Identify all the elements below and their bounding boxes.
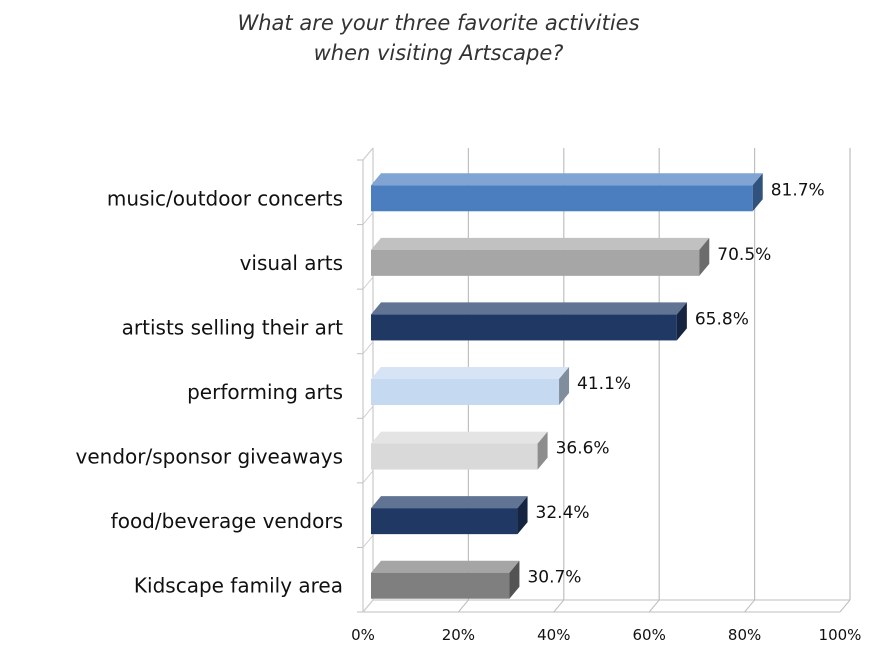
bar	[371, 379, 560, 405]
chart-title-line-1: What are your three favorite activities	[237, 11, 640, 35]
category-label: vendor/sponsor giveaways	[76, 445, 344, 469]
x-tick-label: 20%	[442, 626, 475, 644]
x-floor-tick	[839, 599, 851, 613]
data-label: 70.5%	[717, 245, 771, 265]
bar-end-face	[509, 560, 520, 599]
data-label: 32.4%	[536, 503, 590, 523]
x-tick-label: 60%	[633, 626, 666, 644]
category-label: performing arts	[187, 380, 343, 404]
y-tick-depth	[362, 405, 374, 419]
category-label: Kidscape family area	[134, 574, 343, 598]
bar	[371, 314, 677, 341]
x-floor-tick	[458, 599, 469, 613]
bar-top-face	[371, 302, 687, 315]
bar-top-face	[371, 237, 710, 250]
bar-top-face	[371, 496, 528, 509]
bar-top-face	[371, 431, 548, 444]
bar-end-face	[752, 173, 763, 212]
y-tick-depth	[362, 147, 374, 161]
y-tick-depth	[362, 341, 374, 355]
x-tick-label: 80%	[728, 626, 761, 644]
bar-end-face	[537, 431, 548, 470]
y-tick-depth	[362, 535, 374, 548]
category-label: music/outdoor concerts	[107, 186, 343, 210]
chart-title-line-2: when visiting Artscape?	[313, 41, 564, 65]
x-tick-label: 0%	[351, 626, 375, 644]
x-floor-tick	[648, 599, 660, 613]
bar	[371, 508, 518, 535]
y-tick-depth	[362, 276, 374, 290]
bar-end-face	[559, 367, 570, 405]
category-label: visual arts	[240, 251, 343, 275]
y-tick-depth	[362, 212, 374, 225]
bar-end-face	[699, 237, 710, 276]
data-label: 36.6%	[556, 439, 610, 459]
x-floor-tick	[553, 599, 565, 613]
bar	[371, 185, 753, 212]
bar-top-face	[371, 367, 570, 379]
data-label: 30.7%	[527, 568, 581, 588]
bar	[371, 443, 538, 470]
bar-end-face	[517, 496, 528, 535]
bar	[371, 572, 510, 599]
bar-top-face	[371, 560, 520, 573]
y-tick-depth	[362, 599, 374, 613]
data-label: 81.7%	[771, 180, 825, 200]
bar-top-face	[371, 173, 763, 186]
bar-end-face	[676, 302, 687, 341]
bar	[371, 249, 700, 276]
category-label: artists selling their art	[122, 315, 343, 339]
y-tick-depth	[362, 470, 374, 484]
chart-title: What are your three favorite activities …	[0, 8, 877, 68]
data-label: 41.1%	[577, 374, 631, 394]
x-tick-label: 40%	[537, 626, 570, 644]
x-tick-label: 100%	[819, 626, 862, 644]
data-label: 65.8%	[695, 309, 749, 329]
category-label: food/beverage vendors	[111, 509, 343, 533]
x-floor-tick	[744, 599, 755, 613]
